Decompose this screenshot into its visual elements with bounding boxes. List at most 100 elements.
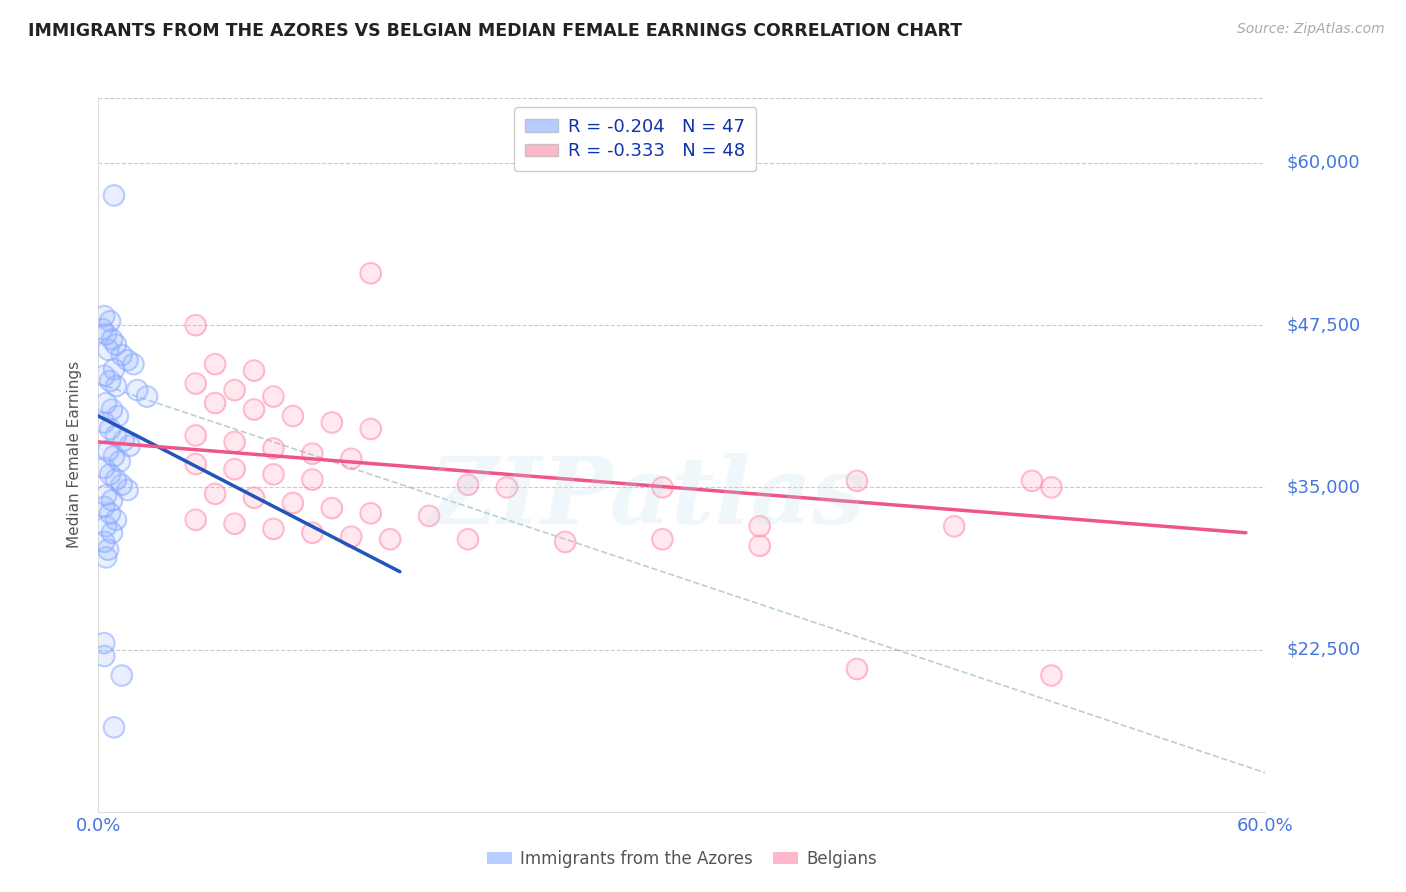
Point — [93, 416, 115, 430]
Point — [111, 477, 134, 491]
Point — [96, 396, 118, 410]
Point — [262, 442, 284, 456]
Point — [340, 530, 363, 544]
Point — [224, 383, 246, 397]
Point — [104, 337, 127, 351]
Point — [103, 188, 125, 202]
Point — [97, 444, 120, 458]
Point — [204, 357, 226, 371]
Point — [101, 402, 124, 417]
Point — [262, 390, 284, 404]
Point — [103, 720, 125, 734]
Point — [457, 533, 479, 547]
Legend: Immigrants from the Azores, Belgians: Immigrants from the Azores, Belgians — [481, 844, 883, 875]
Point — [104, 428, 127, 442]
Point — [93, 368, 115, 383]
Point — [96, 396, 118, 410]
Point — [93, 500, 115, 514]
Point — [127, 383, 149, 397]
Point — [224, 516, 246, 531]
Point — [281, 496, 304, 510]
Point — [98, 506, 121, 520]
Point — [93, 416, 115, 430]
Point — [104, 379, 127, 393]
Point — [101, 493, 124, 508]
Point — [651, 480, 673, 494]
Point — [103, 188, 125, 202]
Point — [104, 379, 127, 393]
Point — [93, 534, 115, 549]
Point — [321, 501, 343, 516]
Point — [224, 462, 246, 476]
Text: Source: ZipAtlas.com: Source: ZipAtlas.com — [1237, 22, 1385, 37]
Point — [1040, 668, 1063, 682]
Point — [845, 662, 868, 676]
Point — [96, 550, 118, 565]
Point — [136, 390, 159, 404]
Point — [101, 333, 124, 347]
Point — [554, 534, 576, 549]
Point — [224, 383, 246, 397]
Point — [360, 506, 382, 520]
Point — [224, 434, 246, 449]
Point — [122, 357, 145, 371]
Point — [1040, 668, 1063, 682]
Point — [281, 496, 304, 510]
Point — [1021, 474, 1043, 488]
Point — [204, 357, 226, 371]
Point — [104, 513, 127, 527]
Point — [91, 322, 114, 336]
Point — [321, 501, 343, 516]
Point — [97, 343, 120, 357]
Point — [262, 522, 284, 536]
Point — [748, 519, 770, 533]
Point — [93, 309, 115, 323]
Point — [301, 447, 323, 461]
Point — [101, 493, 124, 508]
Point — [748, 539, 770, 553]
Point — [98, 506, 121, 520]
Point — [845, 474, 868, 488]
Point — [97, 343, 120, 357]
Text: $47,500: $47,500 — [1286, 316, 1361, 334]
Point — [117, 483, 139, 497]
Point — [96, 327, 118, 342]
Point — [184, 376, 207, 391]
Point — [748, 519, 770, 533]
Point — [93, 500, 115, 514]
Point — [103, 720, 125, 734]
Point — [243, 363, 266, 377]
Point — [117, 353, 139, 368]
Point — [457, 533, 479, 547]
Point — [96, 488, 118, 502]
Point — [1040, 480, 1063, 494]
Point — [262, 467, 284, 482]
Point — [118, 439, 141, 453]
Point — [301, 525, 323, 540]
Point — [96, 519, 118, 533]
Point — [98, 422, 121, 436]
Point — [93, 461, 115, 475]
Point — [1040, 480, 1063, 494]
Point — [262, 522, 284, 536]
Point — [103, 362, 125, 376]
Point — [943, 519, 966, 533]
Text: $60,000: $60,000 — [1286, 154, 1360, 172]
Point — [845, 474, 868, 488]
Point — [107, 409, 129, 423]
Point — [651, 533, 673, 547]
Point — [112, 434, 135, 448]
Point — [845, 662, 868, 676]
Point — [127, 383, 149, 397]
Point — [93, 648, 115, 663]
Point — [93, 461, 115, 475]
Text: $22,500: $22,500 — [1286, 640, 1361, 658]
Point — [98, 467, 121, 482]
Y-axis label: Median Female Earnings: Median Female Earnings — [67, 361, 83, 549]
Point — [111, 348, 134, 362]
Point — [184, 457, 207, 471]
Point — [1021, 474, 1043, 488]
Point — [495, 480, 517, 494]
Point — [204, 396, 226, 410]
Point — [103, 362, 125, 376]
